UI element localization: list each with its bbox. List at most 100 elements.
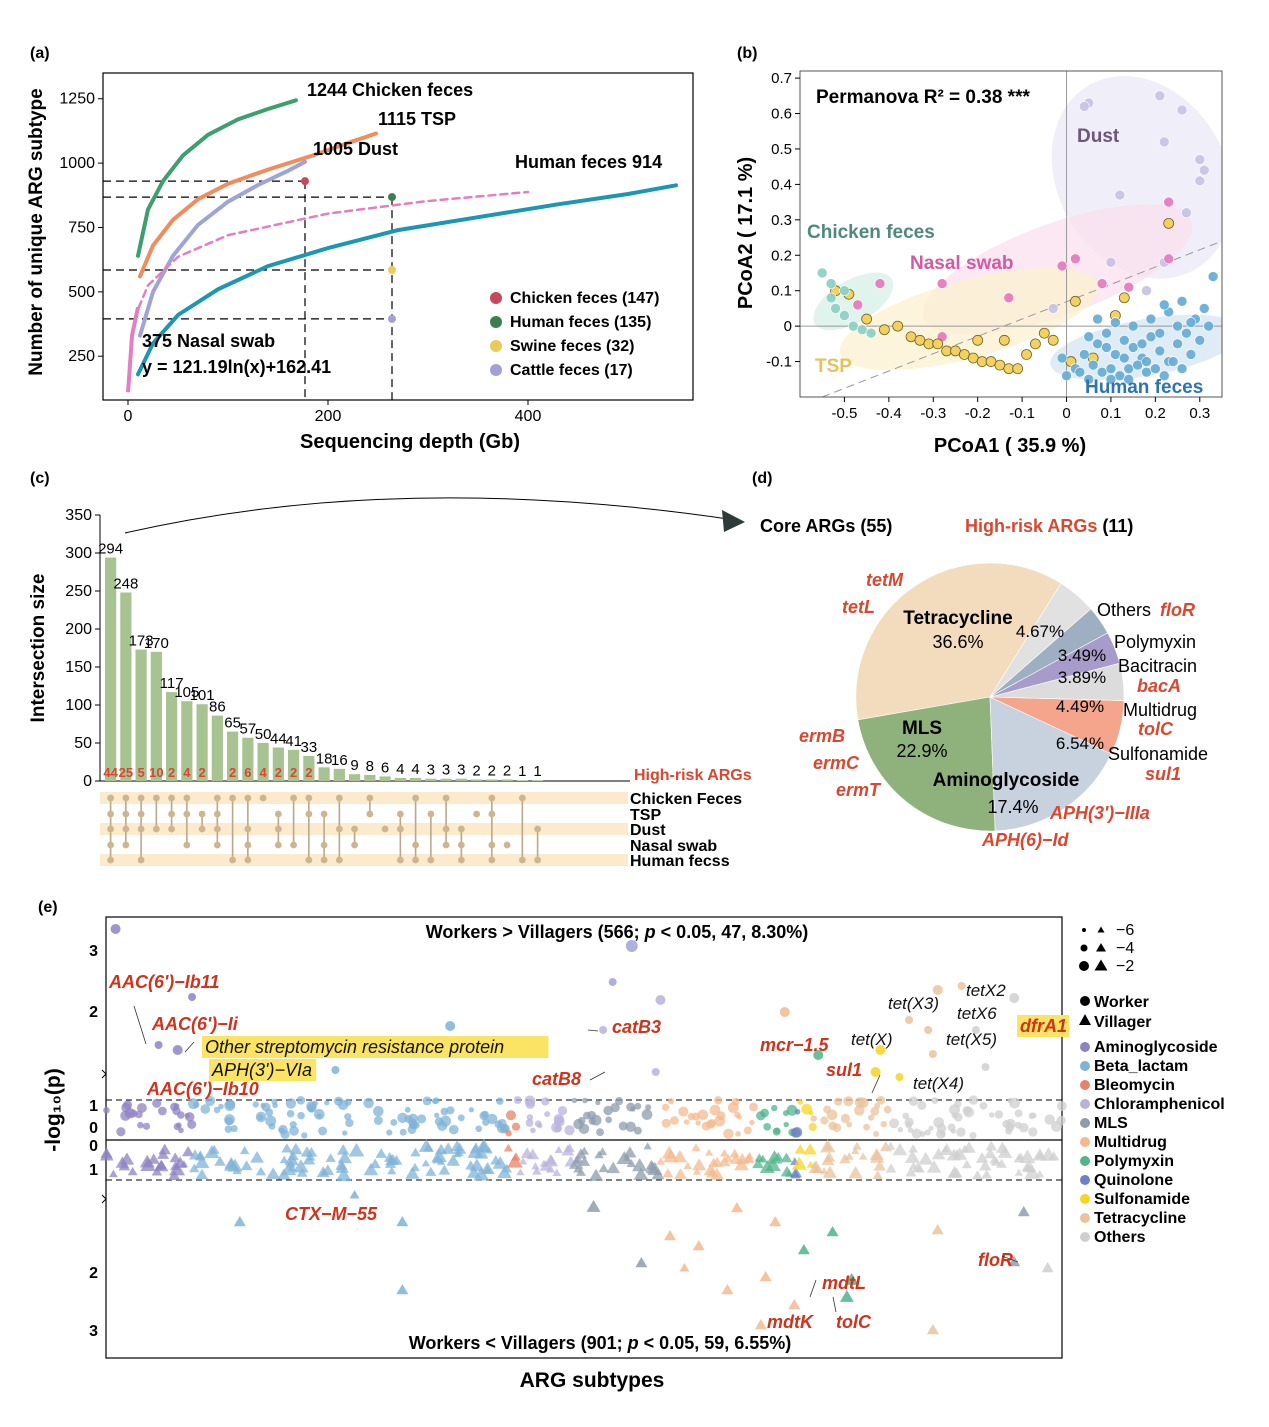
panel-e-villager-point	[293, 1159, 309, 1173]
panel-c-bar	[303, 755, 315, 781]
panel-e-worker-point	[988, 1112, 995, 1118]
panel-e-sig-villager-point	[233, 1216, 246, 1227]
panel-e-villager-point	[869, 1147, 884, 1160]
panel-b-point-dust	[1105, 257, 1117, 268]
panel-e-worker-point	[422, 1096, 432, 1106]
panel-e-worker-point	[595, 1100, 601, 1106]
panel-e-worker-point	[947, 1123, 956, 1132]
panel-e-villager-point	[375, 1148, 388, 1158]
panel-e-annotation-highlight	[1017, 1015, 1069, 1037]
panel-b-ellipse-chicken	[813, 272, 894, 331]
panel-c-matrix-dot	[335, 794, 343, 802]
panel-c-matrix-dot	[244, 825, 252, 833]
panel-e-sig-worker-point	[608, 978, 617, 986]
panel-c-bar-label: 86	[209, 699, 226, 716]
panel-c-matrix-dot	[518, 794, 526, 802]
panel-e-annotation-highlight	[202, 1036, 549, 1058]
panel-e-villager-point	[651, 1168, 665, 1180]
panel-b-point-tsp	[1030, 338, 1041, 350]
panel-b-point-tsp	[932, 338, 944, 350]
panel-e-worker-point	[537, 1123, 543, 1129]
panel-e-worker-point	[1002, 1119, 1011, 1129]
panel-e-shape-legend-label: Villager	[1094, 1014, 1152, 1031]
panel-e-villager-point	[425, 1166, 437, 1176]
panel-b-point-nasal-swab	[1163, 196, 1174, 208]
panel-e-villager-point	[335, 1161, 349, 1173]
panel-c-matrix-dot	[152, 794, 160, 802]
panel-e-worker-point	[286, 1110, 295, 1118]
panel-e-size-legend-triangle	[1097, 926, 1105, 933]
panel-e-villager-point	[1024, 1165, 1041, 1179]
panel-e-worker-point	[969, 1132, 977, 1140]
pie-slice-mls	[857, 696, 996, 832]
panel-b-point-human-feces	[1118, 335, 1130, 346]
panel-e-villager-point	[286, 1159, 296, 1168]
panel-b-point-dust	[1141, 285, 1152, 296]
panel-c-highrisk-count: 2	[275, 765, 282, 780]
panel-e-villager-point	[683, 1161, 693, 1170]
panel-c-highrisk-count: 5	[137, 765, 144, 780]
panel-e-chart: 3 2 1 00 1 2 3 AAC(6')−Ib11 AAC(6')−Ii Other stre…	[89, 916, 1225, 1359]
panel-c-matrix-dot	[305, 794, 313, 802]
panel-e-category-legend-label: Polymyxin	[1094, 1153, 1174, 1170]
panel-c-bar	[532, 780, 544, 781]
pie-gene-label: bacA	[1137, 676, 1181, 696]
panel-c-matrix-dot	[320, 841, 328, 849]
panel-c-matrix-dot	[183, 810, 191, 818]
panel-b-ylabel: PCoA2 ( 17.1 %)	[735, 157, 757, 309]
panel-a-ytick-label: 1000	[59, 155, 95, 172]
panel-c-ylabel: Intersection size	[28, 574, 49, 723]
panel-e-category-legend-marker	[1080, 1213, 1090, 1223]
panel-e-sig-villager-point	[349, 1190, 360, 1199]
panel-e-worker-point	[157, 1106, 167, 1116]
panel-a-series-chicken-feces	[136, 98, 298, 258]
panel-e-worker-point	[697, 1109, 709, 1120]
panel-e-villager-point	[710, 1167, 724, 1180]
panel-b-point-human-feces	[1154, 327, 1166, 339]
panel-e-villager-point	[147, 1153, 160, 1164]
panel-e-worker-point	[889, 1118, 899, 1129]
panel-e-ytick-label: 2	[89, 1004, 98, 1021]
panel-e-worker-point	[526, 1114, 534, 1121]
panel-e-villager-point	[279, 1155, 289, 1164]
panel-c-matrix-dot	[335, 825, 343, 833]
panel-a-ytick-label: 250	[68, 348, 95, 365]
panel-e-worker-point	[363, 1097, 374, 1109]
panel-e-sig-villager-point	[839, 1290, 854, 1302]
panel-e-worker-point	[870, 1107, 880, 1116]
panel-e-villager-point	[240, 1160, 253, 1171]
panel-c-bar-label: 2	[503, 762, 511, 779]
panel-c-set-label: TSP	[630, 807, 661, 824]
panel-b-point-human-feces	[1154, 345, 1166, 357]
panel-c-highrisk-count: 4	[259, 765, 267, 780]
pie-label-pct: 3.49%	[1058, 646, 1106, 665]
panel-e-worker-point	[782, 1110, 790, 1117]
panel-e-worker-point	[763, 1122, 771, 1131]
panel-e-villager-point	[872, 1170, 883, 1179]
panel-e-worker-point	[846, 1121, 852, 1128]
panel-b-point-nasal-swab	[1003, 292, 1015, 304]
panel-e-worker-point	[667, 1098, 675, 1105]
panel-a-ref-point	[388, 265, 396, 274]
panel-b-point-tsp	[1118, 292, 1130, 304]
panel-e-villager-point	[503, 1143, 513, 1152]
panel-e-sig-worker-point	[599, 1026, 608, 1034]
panel-a-ytick-label: 1250	[59, 91, 95, 108]
panel-e-worker-point	[634, 1102, 642, 1110]
pie-gene-label: ermB	[799, 726, 845, 746]
core-args-label: Core ARGs (55)	[760, 516, 892, 536]
panel-e-villager-point	[789, 1167, 802, 1178]
panel-e-sig-worker-point	[1009, 993, 1020, 1003]
top-title-p: p	[644, 922, 656, 942]
panel-c-bar	[501, 779, 513, 781]
panel-e-worker-point	[771, 1104, 778, 1112]
panel-e-villager-point	[287, 1150, 299, 1161]
panel-e-worker-point	[954, 1113, 963, 1122]
panel-c-ytick-label: 100	[65, 697, 92, 714]
panel-b-point-human-feces	[1092, 338, 1103, 350]
panel-c-matrix-dot	[427, 856, 435, 864]
panel-e-worker-point	[1044, 1114, 1055, 1125]
panel-e-worker-point	[897, 1126, 904, 1133]
panel-c-highrisk-count: 2	[229, 765, 236, 780]
panel-b-point-tsp	[1038, 327, 1050, 339]
